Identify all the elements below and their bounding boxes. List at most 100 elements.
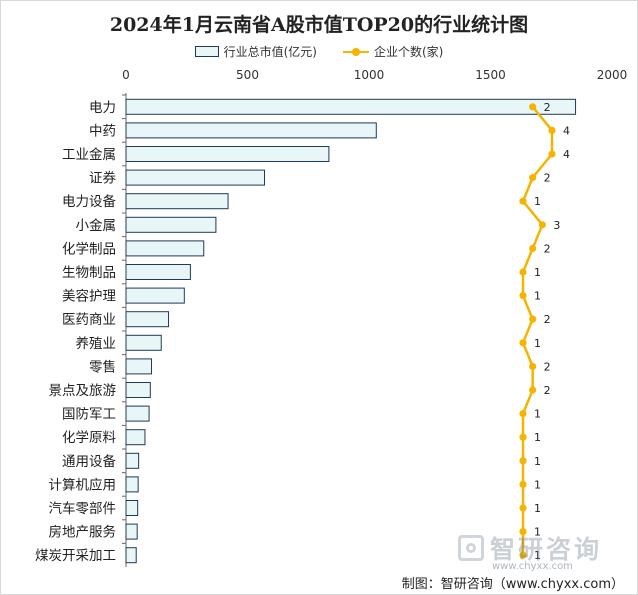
x-tick-label: 500 [236,68,259,82]
line-point [529,315,537,323]
line-data-label: 1 [534,431,541,444]
bar [125,334,162,351]
line-data-label: 1 [534,502,541,515]
line-point [519,480,527,488]
line-point [519,292,527,300]
line-data-label: 2 [544,384,551,397]
bar [125,216,217,233]
watermark-url: www.chyxx.com [492,561,573,572]
line-point [538,221,546,229]
watermark-logo-icon [458,535,484,561]
x-tick-label: 0 [122,68,130,82]
line-data-label: 1 [534,195,541,208]
bar [125,452,140,469]
chart-legend: 行业总市值(亿元) 企业个数(家) [0,43,638,60]
y-category-label: 汽车零部件 [49,500,117,517]
x-tick-label: 1000 [354,68,385,82]
line-data-label: 1 [534,455,541,468]
chart-footer: 制图：智研咨询（www.chyxx.com） [401,577,624,592]
chart-title: 2024年1月云南省A股市值TOP20的行业统计图 [109,14,529,36]
legend-bar-label: 行业总市值(亿元) [223,45,317,59]
legend-item-bar[interactable]: 行业总市值(亿元) [194,43,317,60]
bar [125,382,151,398]
y-category-label: 电力设备 [62,193,116,210]
bar [125,547,137,564]
legend-bar-swatch [194,46,219,57]
line-data-label: 3 [553,219,560,232]
line-point [529,386,537,394]
line-data-label: 4 [563,124,570,137]
watermark-brand: 智研咨询 [490,535,603,564]
bar [125,146,330,162]
y-category-label: 证券 [89,171,116,187]
line-data-label: 2 [544,172,551,185]
line-point [519,433,527,441]
bar [125,122,377,139]
line-data-label: 2 [544,242,551,255]
line-point [548,150,556,158]
line-point [519,339,527,347]
y-category-label: 通用设备 [62,453,116,470]
bar [125,264,191,280]
line-data-label: 1 [534,478,541,491]
line-data-label: 1 [534,290,541,303]
line-point [529,174,537,182]
line-data-label: 1 [534,337,541,350]
y-category-label: 医药商业 [62,312,116,328]
line-data-label: 2 [544,101,551,114]
bar [125,311,170,328]
line-data-label: 1 [534,408,541,421]
bar [125,358,153,375]
line-point [529,103,537,111]
bar [125,405,150,422]
x-tick-label: 2000 [597,68,628,82]
bar [125,476,139,493]
line-point [529,244,537,252]
legend-line-label: 企业个数(家) [374,45,444,59]
y-category-label: 煤炭开采加工 [35,548,116,564]
y-category-label: 国防军工 [62,407,116,423]
bar [125,240,205,257]
y-category-label: 小金属 [76,218,117,234]
y-category-label: 中药 [89,123,116,139]
line-data-label: 1 [534,266,541,279]
line-point [519,457,527,465]
bar [125,98,577,115]
line-point [519,410,527,418]
line-point [519,268,527,276]
line-data-label: 2 [544,313,551,326]
legend-line-swatch [343,47,369,57]
line-point [519,551,527,559]
y-category-label: 化学制品 [62,241,116,257]
y-category-label: 养殖业 [76,335,117,352]
bar [125,500,139,516]
bar [125,169,266,186]
y-category-label: 工业金属 [62,147,116,163]
y-category-label: 房地产服务 [49,525,117,541]
bar [125,429,146,446]
line-data-label: 2 [544,360,551,373]
line-data-label: 1 [534,549,541,562]
bar [125,523,138,540]
bar [125,287,185,304]
line-point [519,504,527,512]
line-data-label: 1 [534,526,541,539]
y-category-label: 化学原料 [62,430,116,446]
line-point [519,197,527,205]
line-point [529,362,537,370]
watermark: 智研咨询 [458,530,602,566]
line-data-label: 4 [563,148,570,161]
y-category-label: 景点及旅游 [49,383,117,399]
line-point [548,126,556,134]
legend-item-line[interactable]: 企业个数(家) [343,43,443,60]
series-line [521,106,554,556]
y-category-label: 美容护理 [62,288,116,305]
y-category-label: 生物制品 [62,265,116,281]
x-tick-label: 1500 [475,68,506,82]
bar [125,193,229,210]
y-category-label: 电力 [89,100,116,116]
y-category-label: 零售 [89,359,116,375]
line-point [519,528,527,536]
y-category-label: 计算机应用 [49,476,117,493]
